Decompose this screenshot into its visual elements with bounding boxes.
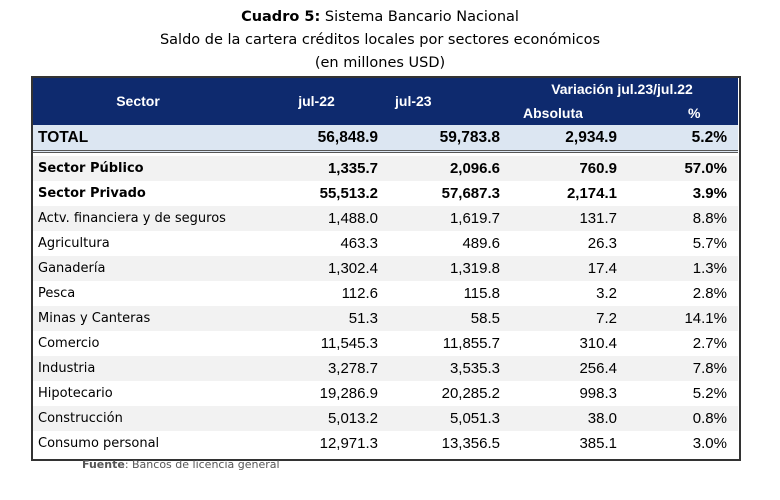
row-jul23: 1,619.7 xyxy=(389,206,511,231)
row-jul23: 20,285.2 xyxy=(441,385,500,402)
row-pct: 5.2% xyxy=(692,385,727,402)
row-pct: 2.8% xyxy=(692,285,727,302)
row-jul22: 51.3 xyxy=(249,306,389,331)
table-row: Ganadería 1,302.4 1,319.8 17.4 1.3% xyxy=(32,256,738,281)
row-label: Hipotecario xyxy=(38,386,113,401)
row-pct: 1.3% xyxy=(628,256,738,281)
row-abs: 256.4 xyxy=(511,356,628,381)
row-jul23: 57,687.3 xyxy=(441,185,500,202)
total-jul23: 59,783.8 xyxy=(389,125,511,153)
row-label: Sector Privado xyxy=(38,186,146,201)
row-jul23: 58.5 xyxy=(389,306,511,331)
header-sector: Sector xyxy=(32,77,249,125)
row-abs: 3.2 xyxy=(596,285,617,302)
row-label: Sector Público xyxy=(32,156,249,181)
row-label: Consumo personal xyxy=(38,436,160,451)
title-name: Sistema Bancario Nacional xyxy=(324,9,519,25)
source-text: Bancos de licencia general xyxy=(132,458,280,471)
row-jul23: 3,535.3 xyxy=(389,356,511,381)
row-pct: 2.7% xyxy=(692,335,727,352)
total-abs: 2,934.9 xyxy=(511,125,628,153)
total-jul22: 56,848.9 xyxy=(249,125,389,153)
table-row: Sector Privado 55,513.2 57,687.3 2,174.1 3.9… xyxy=(32,181,738,206)
table-row: Actv. financiera y de seguros 1,488.0 1,61… xyxy=(32,206,738,231)
row-jul23: 11,855.7 xyxy=(442,335,500,352)
title-subtitle: Saldo de la cartera créditos locales por… xyxy=(159,32,601,48)
row-abs: 17.4 xyxy=(511,256,628,281)
row-jul22: 1,488.0 xyxy=(249,206,389,231)
header-jul23: jul-23 xyxy=(389,77,511,125)
header-absolute: Absoluta xyxy=(511,101,628,125)
source-label: Fuente xyxy=(82,458,125,471)
row-label: Agricultura xyxy=(38,236,110,251)
table-row: Agricultura 463.3 489.6 26.3 5.7% xyxy=(32,231,738,256)
table-title: Cuadro 5: Sistema Bancario Nacional Sald… xyxy=(0,6,760,75)
source-note: Fuente: Bancos de licencia general xyxy=(82,458,280,471)
row-pct: 14.1% xyxy=(628,306,738,331)
row-jul23: 2,096.6 xyxy=(389,156,511,181)
row-pct: 3.9% xyxy=(692,185,727,202)
total-row: TOTAL 56,848.9 59,783.8 2,934.9 5.2% xyxy=(32,125,738,153)
row-label: Minas y Canteras xyxy=(32,306,249,331)
total-label: TOTAL xyxy=(32,125,249,153)
table-row: Hipotecario 19,286.9 20,285.2 998.3 5.2% xyxy=(32,381,738,406)
header-percent: % xyxy=(628,101,738,125)
row-jul22: 1,302.4 xyxy=(249,256,389,281)
table-row: Construcción 5,013.2 5,051.3 38.0 0.8% xyxy=(32,406,738,431)
row-jul22: 5,013.2 xyxy=(249,406,389,431)
row-jul23: 13,356.5 xyxy=(441,435,500,452)
row-jul23: 1,319.8 xyxy=(389,256,511,281)
row-pct: 5.7% xyxy=(692,235,727,252)
row-jul22: 11,545.3 xyxy=(320,335,378,352)
row-label: Industria xyxy=(32,356,249,381)
row-abs: 2,174.1 xyxy=(566,185,617,202)
row-jul22: 3,278.7 xyxy=(249,356,389,381)
row-label: Actv. financiera y de seguros xyxy=(32,206,249,231)
row-abs: 131.7 xyxy=(511,206,628,231)
row-label: Pesca xyxy=(38,286,76,301)
table-row: Minas y Canteras 51.3 58.5 7.2 14.1% xyxy=(32,306,738,331)
row-abs: 26.3 xyxy=(587,235,617,252)
total-pct: 5.2% xyxy=(628,125,738,153)
row-pct: 3.0% xyxy=(692,435,727,452)
row-pct: 8.8% xyxy=(628,206,738,231)
row-pct: 57.0% xyxy=(628,156,738,181)
row-abs: 385.1 xyxy=(579,435,617,452)
table-row: Industria 3,278.7 3,535.3 256.4 7.8% xyxy=(32,356,738,381)
row-abs: 310.4 xyxy=(579,335,617,352)
row-abs: 998.3 xyxy=(579,385,617,402)
table-row: Pesca 112.6 115.8 3.2 2.8% xyxy=(32,281,738,306)
row-jul23: 489.6 xyxy=(462,235,500,252)
row-pct: 0.8% xyxy=(628,406,738,431)
row-jul22: 19,286.9 xyxy=(319,385,378,402)
table-row: Comercio 11,545.3 11,855.7 310.4 2.7% xyxy=(32,331,738,356)
title-units: (en millones USD) xyxy=(314,55,446,71)
credit-table: Sector jul-22 jul-23 Variación jul.23/ju… xyxy=(32,77,738,456)
row-jul23: 115.8 xyxy=(463,285,500,302)
row-label: Comercio xyxy=(38,336,100,351)
row-label: Ganadería xyxy=(32,256,249,281)
row-abs: 38.0 xyxy=(511,406,628,431)
header-jul22: jul-22 xyxy=(249,77,389,125)
row-jul22: 1,335.7 xyxy=(249,156,389,181)
header-variation: Variación jul.23/jul.22 xyxy=(511,77,738,101)
row-abs: 760.9 xyxy=(511,156,628,181)
row-abs: 7.2 xyxy=(511,306,628,331)
table-row: Consumo personal 12,971.3 13,356.5 385.1 3.0… xyxy=(32,431,738,456)
row-pct: 7.8% xyxy=(628,356,738,381)
row-jul22: 12,971.3 xyxy=(319,435,378,452)
row-jul23: 5,051.3 xyxy=(389,406,511,431)
row-jul22: 55,513.2 xyxy=(319,185,378,202)
row-label: Construcción xyxy=(32,406,249,431)
table-row: Sector Público 1,335.7 2,096.6 760.9 57.0% xyxy=(32,156,738,181)
row-jul22: 463.3 xyxy=(340,235,378,252)
title-prefix: Cuadro 5: xyxy=(241,9,321,25)
row-jul22: 112.6 xyxy=(341,285,378,302)
